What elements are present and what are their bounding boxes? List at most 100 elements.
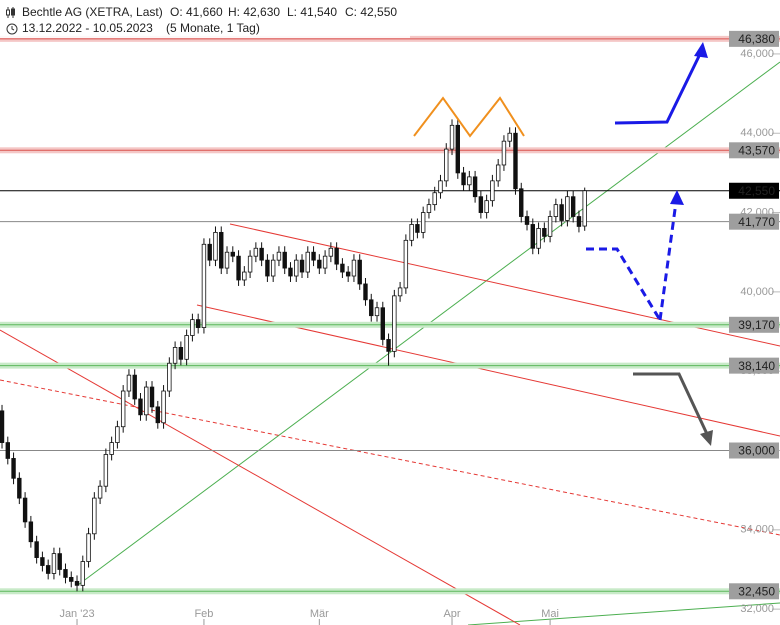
candle-body bbox=[28, 521, 34, 543]
candle-body bbox=[276, 251, 282, 261]
candle-body bbox=[57, 553, 62, 570]
candle-body bbox=[363, 283, 368, 301]
candle-body bbox=[11, 458, 16, 479]
candle-body bbox=[172, 346, 178, 364]
candle-body bbox=[0, 410, 5, 443]
candle-body bbox=[444, 148, 449, 182]
candle-body bbox=[374, 307, 380, 317]
candle-body bbox=[415, 224, 420, 233]
candle-body bbox=[80, 561, 85, 586]
candle-body bbox=[576, 216, 582, 227]
candle-body bbox=[74, 580, 80, 586]
candle-body bbox=[184, 335, 189, 360]
quote: H: 42,630 bbox=[228, 5, 280, 19]
candle-body bbox=[582, 190, 587, 227]
candle-body bbox=[259, 247, 264, 261]
candle-body bbox=[161, 390, 166, 424]
candle-body bbox=[490, 180, 495, 202]
subtitle: 13.12.2022 - 10.05.2023 bbox=[22, 21, 153, 35]
candle-icon bbox=[6, 7, 15, 18]
double-top bbox=[413, 96, 525, 138]
candle-body bbox=[524, 216, 530, 225]
level-box bbox=[729, 316, 779, 333]
candle-body bbox=[51, 553, 57, 574]
candle-body bbox=[369, 299, 374, 317]
candle-body bbox=[92, 497, 97, 535]
arrow-head bbox=[700, 430, 713, 446]
candle-body bbox=[536, 228, 541, 249]
quote: O: 41,660 bbox=[170, 5, 223, 19]
candle-body bbox=[397, 287, 403, 297]
trend-line bbox=[0, 379, 780, 536]
candle-body bbox=[144, 386, 149, 416]
y-tick-label: 40,000 bbox=[740, 286, 774, 298]
x-tick-label: Mai bbox=[541, 608, 559, 620]
y-tick-label: 44,000 bbox=[740, 127, 774, 139]
candle-body bbox=[120, 390, 126, 428]
axis: 32,00034,00036,00038,00040,00042,00044,0… bbox=[59, 30, 780, 625]
candle-body bbox=[380, 307, 385, 340]
candle-body bbox=[270, 259, 276, 277]
candle-body bbox=[138, 398, 143, 416]
trend-line bbox=[467, 602, 780, 625]
candle-body bbox=[22, 497, 28, 523]
clock-icon bbox=[11, 26, 15, 31]
candle-body bbox=[472, 176, 478, 198]
period: (5 Monate, 1 Tag) bbox=[166, 21, 260, 35]
level-label: 41,770 bbox=[738, 215, 775, 229]
candle-body bbox=[501, 140, 507, 166]
candle-body bbox=[345, 271, 351, 277]
candle-body bbox=[45, 565, 51, 574]
level-label: 46,380 bbox=[738, 32, 775, 46]
x-tick-label: Jan '23 bbox=[59, 608, 94, 620]
candle-body bbox=[103, 454, 109, 487]
annotations bbox=[413, 42, 713, 446]
arrow bbox=[614, 51, 703, 125]
x-tick-label: Mär bbox=[310, 608, 329, 620]
candle-body bbox=[242, 271, 247, 281]
candle-body bbox=[357, 259, 362, 285]
candle-body bbox=[224, 251, 230, 269]
candle-body bbox=[484, 200, 489, 213]
candle-body bbox=[340, 263, 345, 273]
candle-body bbox=[34, 541, 39, 558]
level-box bbox=[729, 182, 779, 199]
candle-body bbox=[530, 224, 535, 249]
candle-body bbox=[426, 204, 432, 213]
candle-body bbox=[219, 231, 224, 269]
candle-body bbox=[455, 124, 460, 174]
candle-body bbox=[213, 231, 218, 261]
candle-body bbox=[392, 295, 397, 352]
candle-body bbox=[63, 569, 68, 578]
candle-body bbox=[299, 259, 305, 273]
candle-body bbox=[570, 196, 576, 217]
candle-body bbox=[132, 374, 137, 400]
level-box bbox=[729, 30, 779, 47]
candle-body bbox=[115, 426, 120, 443]
level-label: 39,170 bbox=[738, 318, 775, 332]
level-box bbox=[729, 357, 779, 374]
candle-body bbox=[207, 243, 212, 261]
candle-body bbox=[461, 172, 466, 186]
candle-body bbox=[253, 247, 259, 257]
candle-body bbox=[432, 192, 437, 206]
chart-title: Bechtle AG (XETRA, Last) bbox=[22, 5, 163, 19]
candle-body bbox=[519, 188, 524, 217]
candle-body bbox=[178, 346, 184, 360]
candle-body bbox=[547, 216, 553, 237]
level-label: 36,000 bbox=[738, 444, 775, 458]
candle-body bbox=[467, 176, 472, 186]
candle-body bbox=[17, 477, 22, 499]
candle-body bbox=[109, 442, 114, 455]
candle-body bbox=[282, 251, 287, 269]
candle-body bbox=[328, 247, 334, 257]
level-label: 38,140 bbox=[738, 359, 775, 373]
candle-body bbox=[409, 224, 414, 241]
candle-body bbox=[334, 247, 339, 265]
y-tick-label: 34,000 bbox=[740, 524, 774, 536]
level-box bbox=[729, 442, 779, 459]
candle-body bbox=[86, 533, 91, 562]
arrow bbox=[633, 372, 709, 435]
levels bbox=[0, 35, 780, 595]
